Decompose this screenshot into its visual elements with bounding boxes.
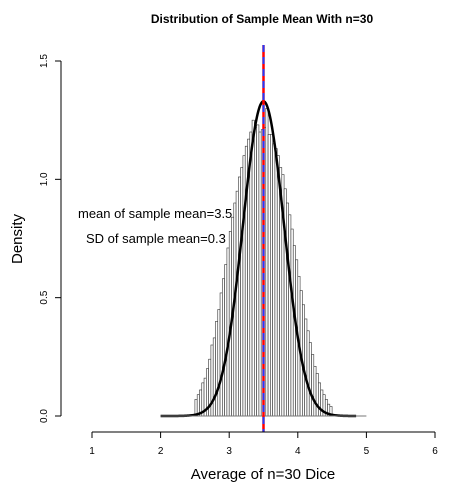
histogram-bar [265,108,269,417]
y-axis-label: Density [9,213,26,264]
histogram-bar [306,330,310,417]
histogram-bar [238,176,241,417]
x-tick-label: 5 [364,446,370,457]
histogram-bar [217,309,221,417]
annotation-mean: mean of sample mean=3.5 [78,206,232,221]
histogram-bar [256,124,260,417]
histogram-bar [270,134,273,417]
y-axis: 0.0 0.5 1.0 1.5 [39,54,62,423]
x-tick-label: 4 [295,446,301,457]
histogram-bar [254,126,257,417]
histogram-bar [267,134,271,417]
x-axis: 1 2 3 4 5 6 [89,431,438,457]
histogram-bar [286,202,289,417]
histogram-bar [274,148,278,417]
chart-title: Distribution of Sample Mean With n=30 [151,12,374,26]
histogram-bar [292,245,296,417]
histogram-bar [219,292,223,417]
density-curve [160,99,357,418]
histogram-bar [235,190,239,417]
histogram-bar [288,214,292,417]
y-tick-label: 1.5 [39,54,50,68]
histogram-bar [311,354,315,417]
histogram-bar [224,264,228,417]
y-tick-label: 1.0 [39,172,50,186]
histogram-bar [304,318,308,417]
histogram-bars [194,108,333,417]
annotation-sd: SD of sample mean=0.3 [86,231,226,246]
histogram-bar [290,228,294,417]
x-tick-label: 6 [432,446,438,457]
histogram-bar [212,337,216,417]
histogram-bar [251,119,255,417]
x-tick-label: 1 [89,446,95,457]
histogram-bar [215,321,219,417]
histogram-bar [308,342,312,417]
histogram-bar [249,131,253,417]
histogram-bar [318,382,321,417]
histogram-bar [240,167,244,417]
y-tick-label: 0.5 [39,290,50,304]
y-tick-label: 0.0 [39,409,50,423]
histogram-bar [276,155,280,417]
x-axis-label: Average of n=30 Dice [191,466,335,483]
x-tick-label: 2 [158,446,164,457]
histogram-bar [242,155,246,417]
histogram-bar [315,373,319,417]
histogram-bar [258,131,262,417]
histogram-bar [313,365,317,417]
histogram-bar [272,143,276,417]
histogram-bar [222,278,225,417]
x-tick-label: 3 [226,446,232,457]
